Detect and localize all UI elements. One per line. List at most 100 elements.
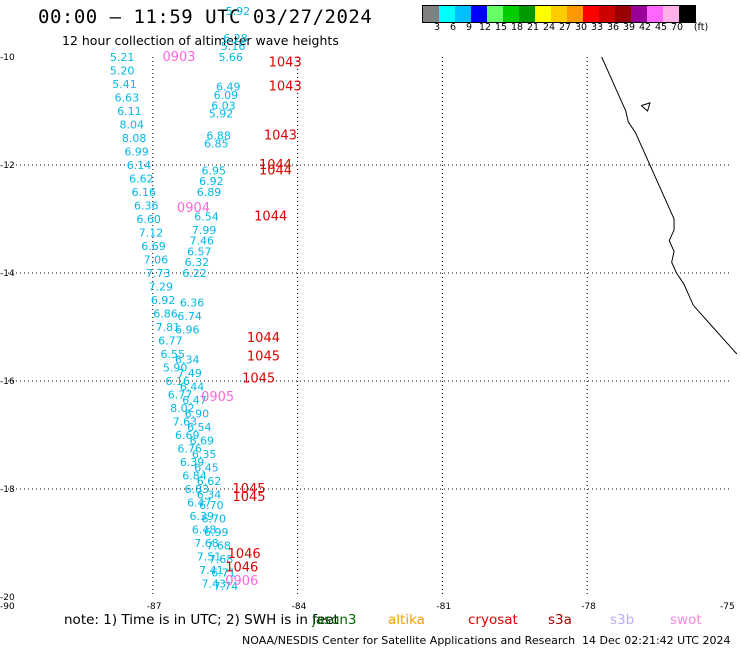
color-scale-tick: 30 — [574, 22, 588, 33]
swh-value: 6.77 — [158, 335, 183, 348]
swh-value: 6.69 — [175, 429, 200, 442]
longitude-label: -78 — [581, 602, 596, 612]
pass-time-label: 0904 — [177, 201, 210, 216]
swh-value: 6.47 — [187, 497, 212, 510]
swh-value: 6.77 — [168, 389, 193, 402]
longitude-label: -87 — [147, 602, 162, 612]
footer-note: note: 1) Time is in UTC; 2) SWH is in fe… — [64, 612, 339, 628]
legend-s3a: s3a — [548, 612, 572, 628]
color-scale-tick: 6 — [449, 22, 457, 33]
color-swatch — [567, 6, 583, 22]
swh-value: 7.43 — [202, 578, 227, 591]
swh-value: 5.90 — [163, 362, 188, 375]
swh-value: 6.89 — [197, 186, 222, 199]
color-scale-tick: 42 — [638, 22, 652, 33]
swh-value: 6.69 — [141, 240, 166, 253]
swh-value: 6.62 — [197, 475, 222, 488]
color-scale-tick: 39 — [622, 22, 636, 33]
swh-value: 5.41 — [112, 78, 136, 91]
color-swatch — [583, 6, 599, 22]
swh-value: 6.47 — [182, 394, 207, 407]
swh-value: 7.99 — [192, 224, 217, 237]
swh-value: 7.46 — [189, 235, 214, 248]
swh-value: 6.22 — [182, 267, 207, 280]
swh-value: 6.92 — [199, 175, 224, 188]
swh-value: 6.44 — [180, 380, 205, 393]
swh-value: 7.73 — [146, 267, 171, 280]
color-scale-tick: 3 — [433, 22, 441, 33]
generation-timestamp: 14 Dec 02:21:42 UTC 2024 — [582, 634, 731, 647]
swh-value: 6.88 — [206, 129, 231, 142]
color-swatch — [615, 6, 631, 22]
pass-time-label: 1045 — [232, 482, 265, 497]
latitude-label: -18 — [0, 485, 15, 495]
pass-time-label: 1043 — [264, 128, 297, 143]
color-scale-tick: 33 — [590, 22, 604, 33]
swh-value: 6.90 — [185, 407, 210, 420]
swh-value: 6.62 — [129, 173, 154, 186]
coastline — [601, 56, 738, 355]
color-swatch — [503, 6, 519, 22]
color-swatch — [455, 6, 471, 22]
coastline-path — [601, 56, 738, 355]
swh-value: 7.68 — [194, 537, 219, 550]
pass-time-label: 0905 — [201, 390, 234, 405]
color-swatch — [487, 6, 503, 22]
swh-value: 6.70 — [202, 513, 227, 526]
color-scale-tick: 36 — [606, 22, 620, 33]
pass-time-label: 1046 — [228, 547, 261, 562]
legend-jason3: jason3 — [312, 612, 357, 628]
swh-value: 7.12 — [139, 227, 164, 240]
swh-value: 6.99 — [124, 146, 149, 159]
swh-value: 6.99 — [204, 526, 229, 539]
swh-value: 7.68 — [209, 553, 234, 566]
longitude-label: -81 — [436, 602, 451, 612]
swh-value: 6.85 — [204, 137, 229, 150]
latitude-label: -16 — [0, 377, 15, 387]
swh-value: 6.11 — [117, 105, 142, 118]
swh-value: 6.95 — [202, 164, 227, 177]
pass-time-label: 1044 — [259, 163, 292, 178]
color-scale-tick: 45 — [654, 22, 668, 33]
swh-value: 6.09 — [214, 89, 239, 102]
island-outline — [640, 102, 651, 112]
color-scale-tick: 27 — [558, 22, 572, 33]
color-swatch — [535, 6, 551, 22]
swh-value: 5.92 — [226, 5, 251, 18]
pass-time-label: 1044 — [254, 209, 287, 224]
swh-value: 5.16 — [221, 40, 246, 53]
color-swatch — [551, 6, 567, 22]
pass-time-label: 1044 — [247, 331, 280, 346]
swh-value: 6.36 — [180, 297, 205, 310]
longitude-labels: -90 -87 -84 -81 -78 -75 — [0, 602, 735, 612]
legend-swot: swot — [670, 612, 702, 628]
pass-time-label: 1045 — [232, 490, 265, 505]
swh-value: 6.74 — [177, 310, 202, 323]
swh-value: 6.34 — [197, 488, 222, 501]
swh-value: 7.81 — [156, 321, 181, 334]
swh-value: 5.20 — [110, 65, 135, 78]
color-scale-tick: (ft) — [693, 22, 709, 33]
swh-value: 7.74 — [214, 580, 239, 593]
credit-line: NOAA/NESDIS Center for Satellite Applica… — [242, 634, 576, 647]
swh-value: 6.36 — [134, 200, 159, 213]
swh-value: 6.92 — [151, 294, 176, 307]
swh-value: 6.49 — [216, 81, 241, 94]
latitude-labels: -10 -12 -14 -16 -18 -20 — [0, 53, 15, 603]
pass-time-label: 0903 — [162, 50, 195, 65]
color-swatch — [599, 6, 615, 22]
swh-value: 6.39 — [180, 456, 205, 469]
swh-value: 6.55 — [161, 348, 186, 361]
swh-value: 5.21 — [110, 51, 135, 64]
swh-value: 6.96 — [175, 324, 200, 337]
color-swatch — [439, 6, 455, 22]
longitude-label: -75 — [720, 602, 735, 612]
color-scale-tick: 9 — [465, 22, 473, 33]
swh-value: 7.63 — [173, 416, 198, 429]
swh-value: 5.66 — [218, 51, 243, 64]
pass-labels: 0903090409050906104310431043104410441044… — [162, 50, 301, 589]
swh-value: 8.02 — [170, 402, 195, 415]
swh-value: 6.45 — [194, 461, 219, 474]
swh-value: 6.57 — [187, 245, 212, 258]
